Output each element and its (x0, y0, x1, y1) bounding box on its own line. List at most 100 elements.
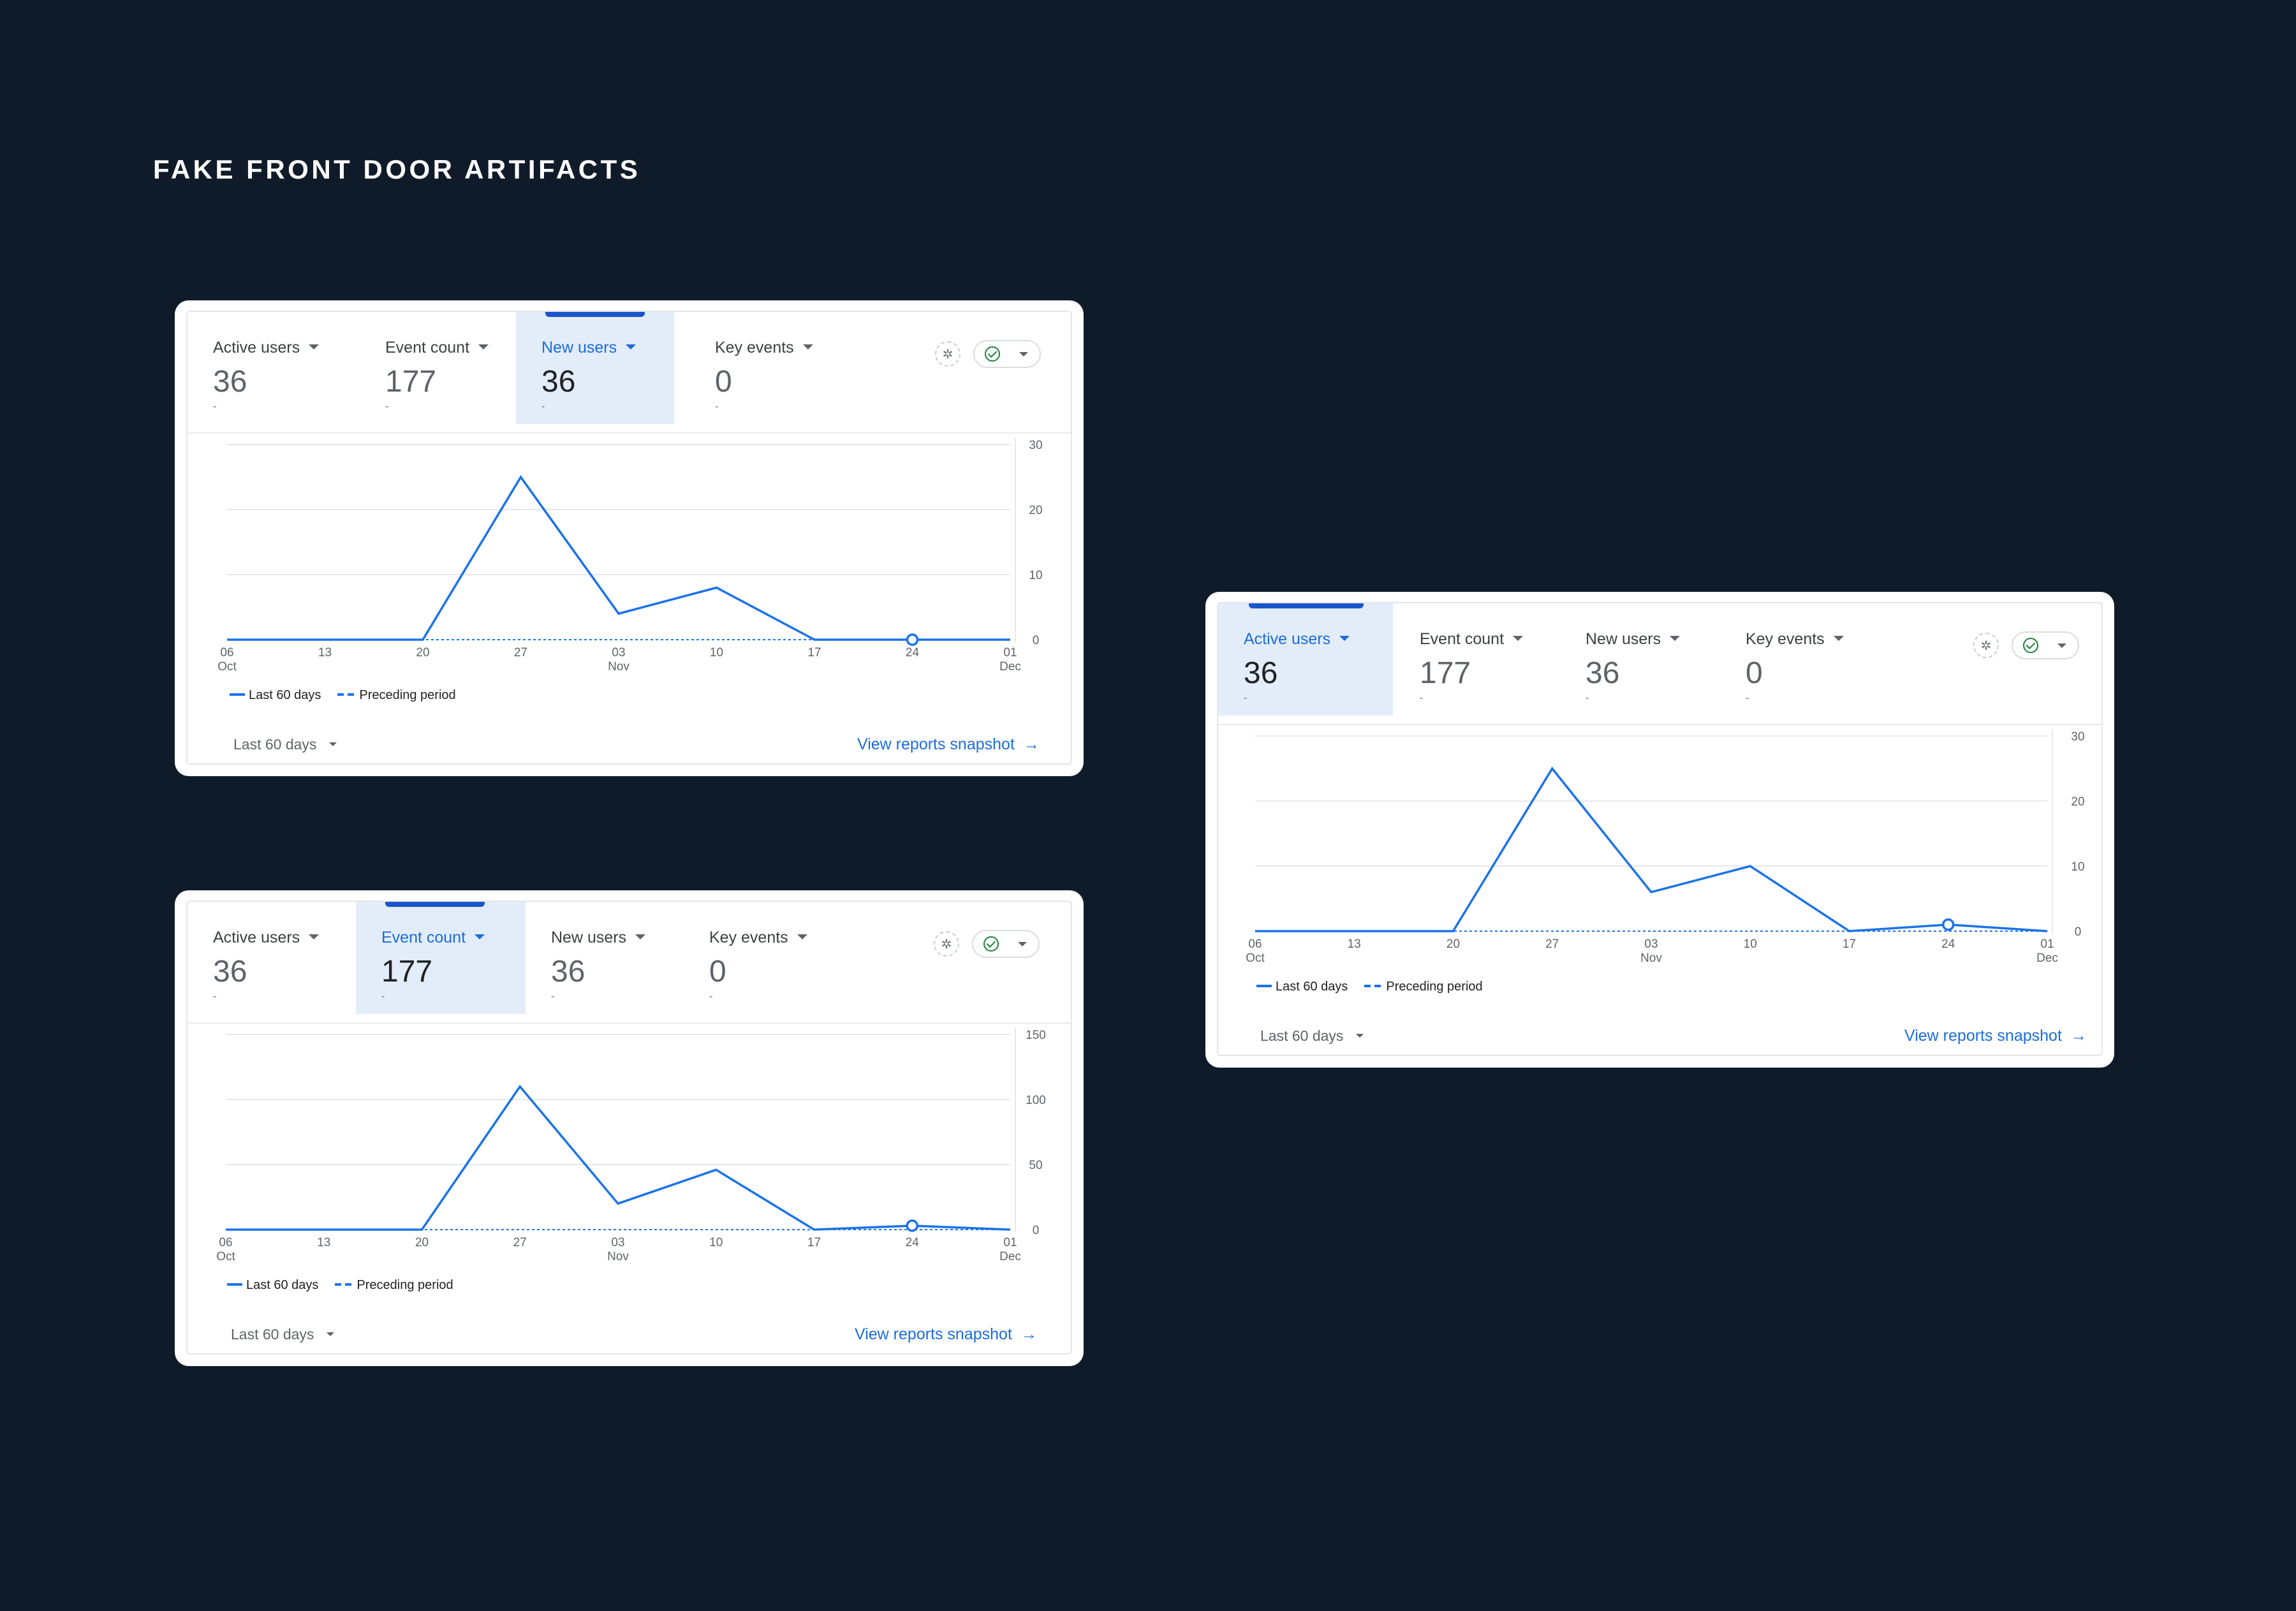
tab-new-users[interactable]: New users 36 - (1560, 603, 1718, 716)
tab-key-events[interactable]: Key events 0 - (1720, 603, 1878, 716)
view-reports-snapshot-link[interactable]: View reports snapshot → (857, 735, 1040, 754)
card-frame: Active users 36 - Event count 177 - New … (186, 901, 1072, 1355)
compare-dropdown[interactable] (2012, 631, 2079, 659)
series-line-last-60-days (227, 474, 1010, 641)
tab-key-events[interactable]: Key events 0 - (684, 902, 842, 1014)
analytics-card-event-count: Active users 36 - Event count 177 - New … (175, 890, 1084, 1366)
x-tick-label: 10 (710, 646, 723, 659)
chevron-down-icon (2057, 644, 2066, 648)
x-tick-label: 17 (1843, 938, 1856, 951)
tab-delta: - (1420, 693, 1424, 703)
arrow-right-icon: → (1023, 735, 1040, 753)
date-range-select[interactable]: Last 60 days (233, 736, 337, 753)
chevron-down-icon (1018, 942, 1027, 946)
tab-delta: - (551, 991, 555, 1002)
tab-delta: - (1244, 693, 1247, 703)
y-tick-label: 30 (1029, 439, 1042, 452)
legend-swatch-solid (230, 693, 245, 696)
tab-new-users[interactable]: New users 36 - (516, 312, 674, 424)
tab-event-count[interactable]: Event count 177 - (1394, 603, 1552, 716)
x-tick-label: 24 (906, 646, 920, 659)
tab-label: New users (551, 929, 646, 947)
view-reports-snapshot-link[interactable]: View reports snapshot → (855, 1325, 1037, 1344)
chevron-down-icon (1833, 636, 1844, 642)
tab-label: Event count (1420, 630, 1524, 649)
tab-event-count[interactable]: Event count 177 - (356, 902, 526, 1014)
tab-value: 177 (385, 365, 437, 399)
insights-icon[interactable]: ✲ (935, 341, 960, 367)
x-tick-label: Nov (607, 1250, 629, 1263)
tab-label-text: New users (541, 339, 617, 357)
x-tick-label: 27 (514, 646, 527, 659)
card-frame: Active users 36 - Event count 177 - New … (1217, 602, 2103, 1056)
chevron-down-icon (1339, 636, 1350, 642)
x-tick-label: 20 (416, 646, 429, 659)
tab-label: New users (541, 339, 637, 357)
insights-icon[interactable]: ✲ (1973, 633, 1999, 658)
chevron-down-icon (1356, 1033, 1364, 1038)
chevron-down-icon (1670, 636, 1681, 642)
tab-delta: - (385, 401, 389, 412)
tab-value: 177 (381, 955, 433, 989)
tab-value: 36 (551, 955, 585, 989)
legend-current: Last 60 days (249, 688, 321, 702)
x-tick-label: 01 (2040, 938, 2054, 951)
tab-key-events[interactable]: Key events 0 - (689, 312, 848, 424)
date-range-select[interactable]: Last 60 days (231, 1326, 335, 1343)
date-range-select[interactable]: Last 60 days (1260, 1027, 1364, 1045)
chevron-down-icon (309, 934, 320, 940)
check-circle-icon (2023, 638, 2038, 653)
insights-icon[interactable]: ✲ (934, 931, 959, 957)
tab-active-users[interactable]: Active users 36 - (188, 902, 346, 1014)
y-tick-label: 0 (1033, 634, 1040, 647)
tab-value: 0 (1746, 656, 1763, 690)
compare-dropdown[interactable] (973, 340, 1041, 368)
tab-label-text: Active users (213, 339, 300, 357)
tab-value: 0 (709, 955, 726, 989)
chevron-down-icon (635, 934, 646, 940)
tab-value: 177 (1420, 656, 1471, 690)
x-tick-label: 03 (1644, 938, 1658, 951)
series-line-last-60-days (226, 1084, 1011, 1231)
x-tick-label: 03 (611, 1236, 624, 1249)
snapshot-link-label: View reports snapshot (857, 735, 1015, 753)
legend-swatch-dashed (337, 693, 355, 696)
chart-legend: Last 60 days Preceding period (230, 688, 456, 703)
tab-label: New users (1586, 630, 1681, 649)
legend-swatch-dashed (335, 1283, 352, 1286)
legend-previous: Preceding period (1386, 980, 1483, 994)
tab-delta: - (1746, 693, 1749, 703)
page-title: FAKE FRONT DOOR ARTIFACTS (153, 154, 641, 184)
tab-label-text: Event count (385, 339, 470, 357)
tab-label-text: Event count (381, 929, 466, 946)
tab-delta: - (541, 401, 545, 412)
chevron-down-icon (802, 344, 813, 350)
legend-previous: Preceding period (357, 1278, 453, 1292)
metric-tabs: Active users 36 - Event count 177 - New … (1218, 603, 2101, 716)
view-reports-snapshot-link[interactable]: View reports snapshot → (1904, 1027, 2087, 1045)
tab-new-users[interactable]: New users 36 - (526, 902, 684, 1014)
tab-active-users[interactable]: Active users 36 - (188, 312, 346, 424)
chevron-down-icon (1513, 636, 1524, 642)
tab-value: 36 (1586, 656, 1620, 690)
arrow-right-icon: → (2070, 1027, 2087, 1045)
y-tick-label: 0 (2075, 925, 2082, 939)
tab-value: 36 (1244, 656, 1278, 690)
tab-active-users[interactable]: Active users 36 - (1218, 603, 1393, 716)
tab-value: 36 (213, 955, 247, 989)
tab-label: Active users (213, 929, 320, 947)
tab-label-text: Active users (1244, 630, 1331, 648)
compare-dropdown[interactable] (972, 930, 1040, 958)
x-tick-label: 06 (220, 646, 233, 659)
tab-label-text: Event count (1420, 630, 1505, 648)
y-tick-label: 20 (1029, 504, 1042, 517)
analytics-card-new-users: Active users 36 - Event count 177 - New … (175, 300, 1084, 776)
tab-label-text: New users (551, 929, 627, 946)
tab-event-count[interactable]: Event count 177 - (360, 312, 518, 424)
y-tick-label: 100 (1026, 1094, 1046, 1107)
tab-delta: - (381, 991, 385, 1002)
x-tick-label: 24 (906, 1236, 920, 1249)
x-tick-label: Nov (608, 660, 629, 673)
